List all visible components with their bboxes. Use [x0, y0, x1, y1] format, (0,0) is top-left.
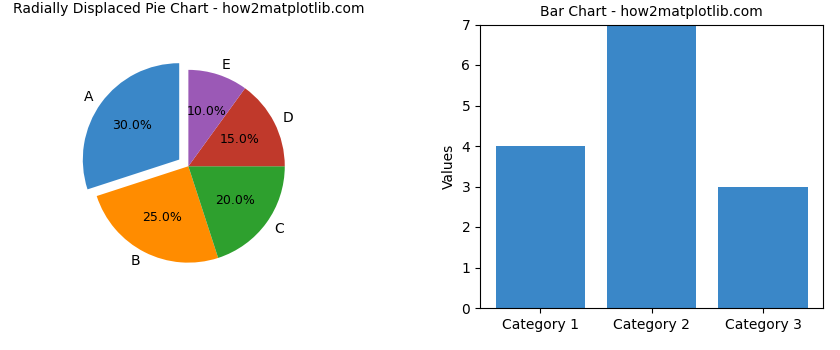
Title: Radially Displaced Pie Chart - how2matplotlib.com: Radially Displaced Pie Chart - how2matpl… — [13, 2, 364, 16]
Wedge shape — [97, 166, 218, 262]
Wedge shape — [188, 70, 245, 166]
Text: B: B — [130, 254, 140, 268]
Text: E: E — [221, 58, 230, 72]
Bar — [607, 25, 696, 308]
Text: D: D — [283, 111, 294, 125]
Text: A: A — [84, 90, 93, 104]
Bar — [496, 146, 585, 308]
Title: Bar Chart - how2matplotlib.com: Bar Chart - how2matplotlib.com — [540, 5, 763, 19]
Wedge shape — [188, 88, 285, 166]
Text: 30.0%: 30.0% — [113, 119, 152, 132]
Text: 10.0%: 10.0% — [186, 105, 226, 118]
Wedge shape — [83, 63, 179, 189]
Bar — [718, 187, 807, 308]
Text: 25.0%: 25.0% — [142, 211, 182, 224]
Text: 15.0%: 15.0% — [220, 133, 260, 147]
Text: 20.0%: 20.0% — [215, 194, 255, 207]
Y-axis label: Values: Values — [442, 144, 456, 189]
Wedge shape — [188, 166, 285, 258]
Text: C: C — [274, 222, 284, 236]
